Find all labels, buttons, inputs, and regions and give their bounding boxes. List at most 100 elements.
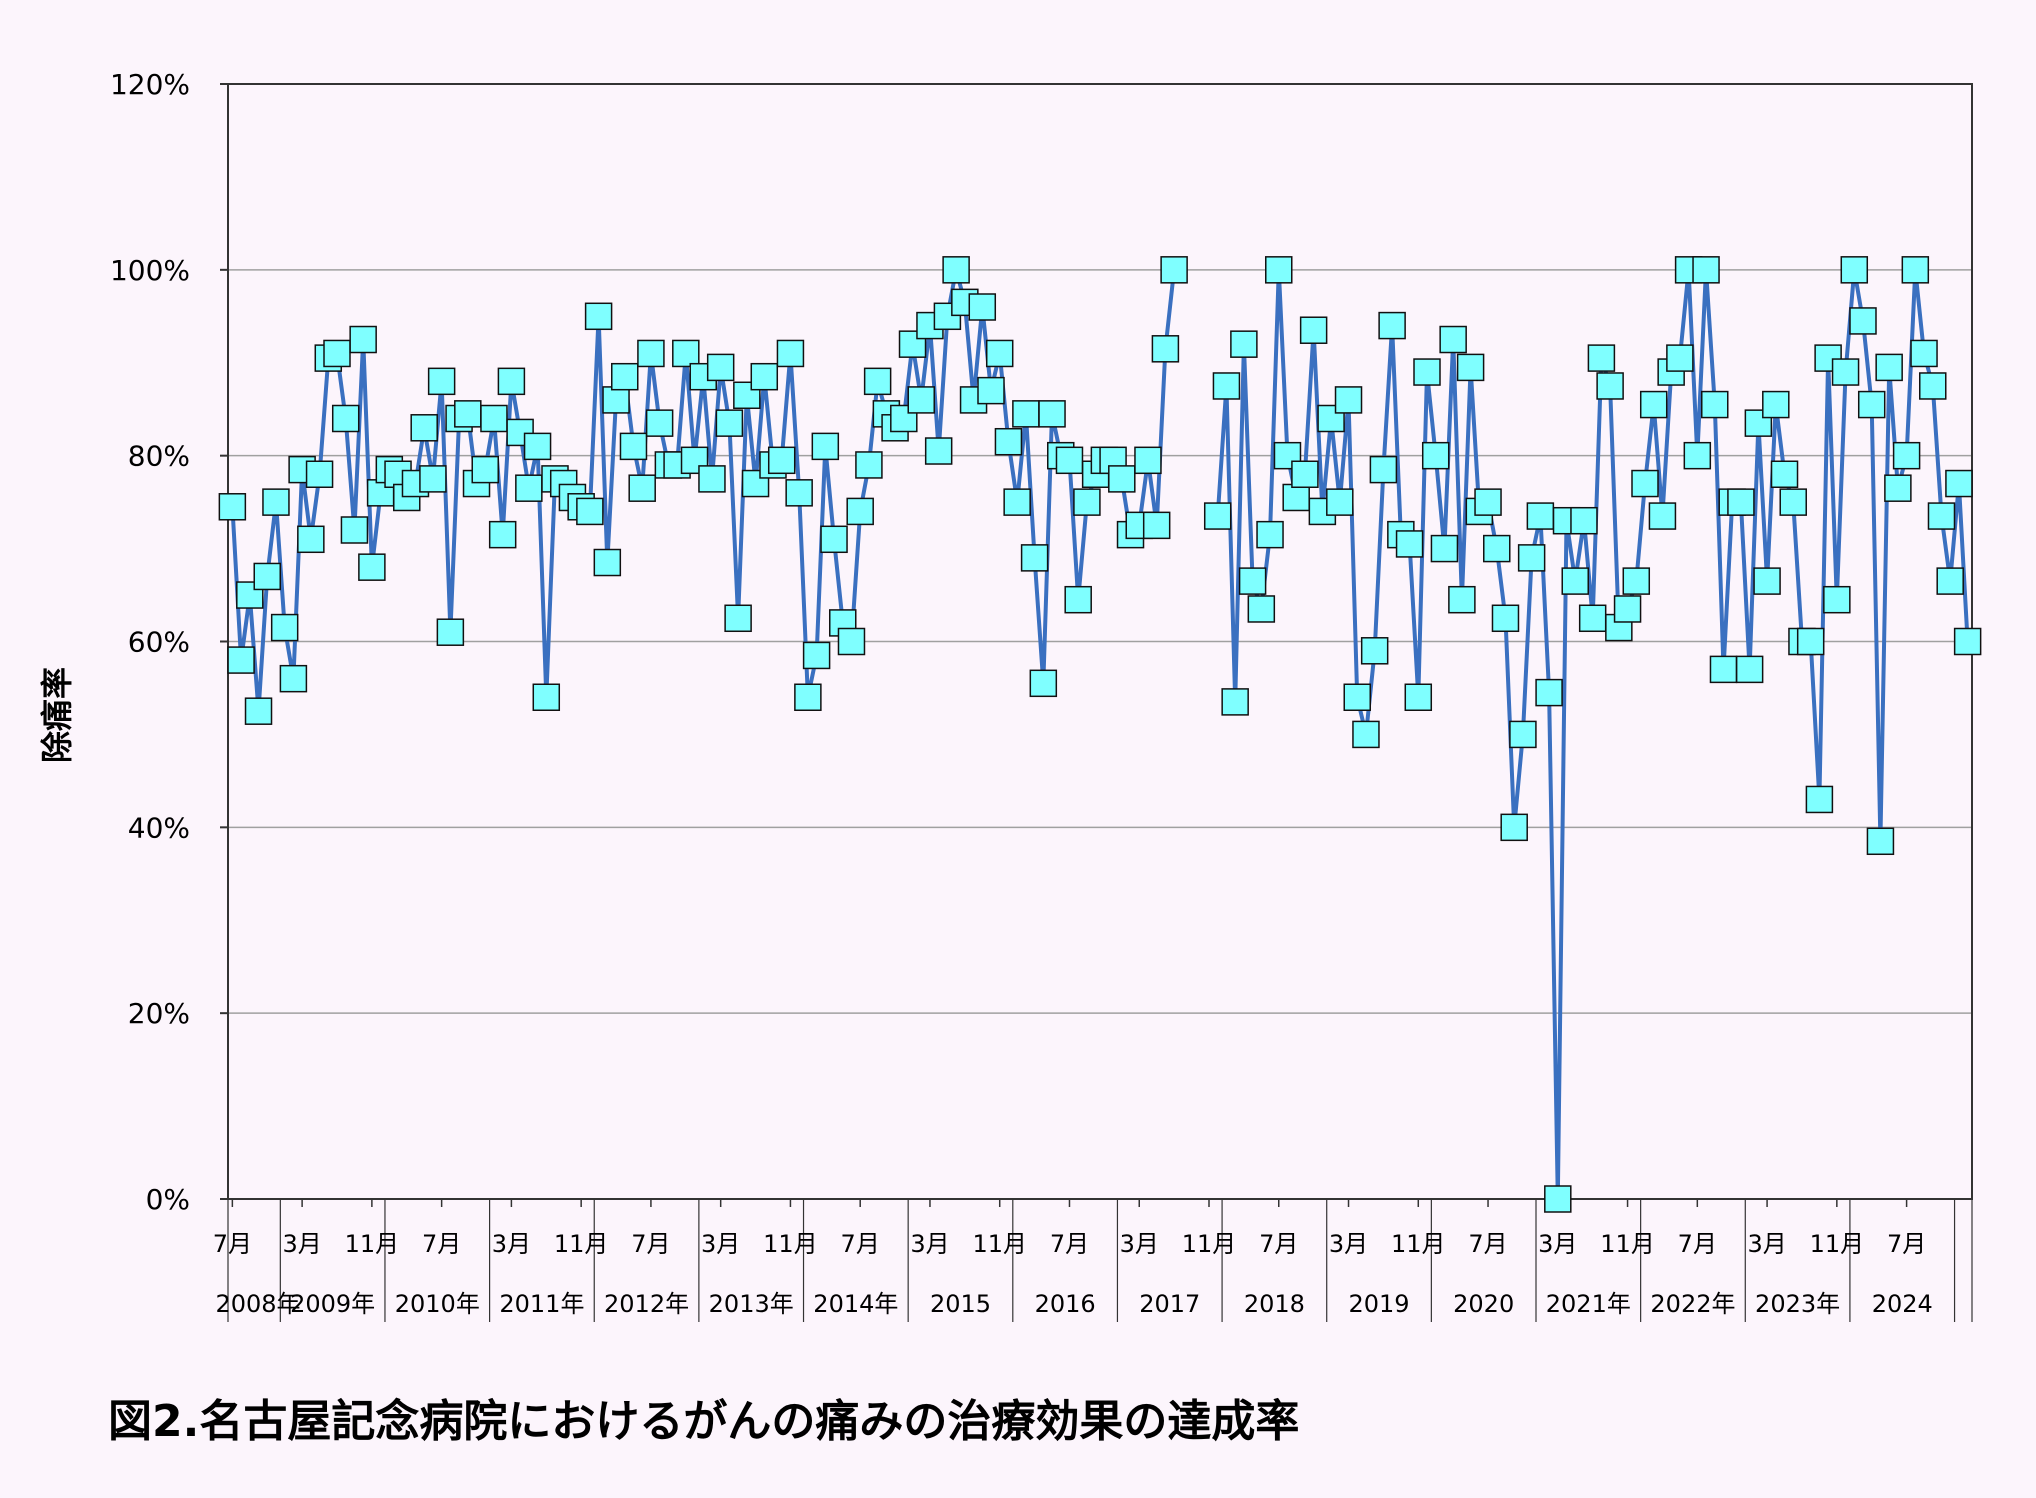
data-point — [924, 437, 953, 465]
data-point — [1683, 441, 1712, 470]
data-point — [305, 460, 334, 488]
data-point — [436, 618, 465, 646]
x-year-label: 2009年 — [290, 1290, 375, 1318]
data-point — [1953, 627, 1982, 656]
x-year-label: 2024 — [1872, 1290, 1933, 1318]
x-month-label: 7月 — [1678, 1230, 1717, 1258]
x-year-label: 2013年 — [709, 1290, 794, 1318]
x-month-label: 11月 — [972, 1230, 1027, 1258]
y-tick-label: 120% — [110, 68, 190, 101]
y-tick-label: 0% — [146, 1183, 190, 1216]
data-point — [1483, 534, 1511, 563]
data-point — [1334, 386, 1363, 414]
data-point — [1622, 567, 1651, 595]
data-point — [1029, 669, 1058, 698]
x-month-label: 7月 — [841, 1230, 880, 1258]
y-tick-label: 20% — [128, 997, 190, 1030]
data-point — [1500, 813, 1528, 842]
x-month-label: 11月 — [763, 1230, 818, 1258]
data-point — [1326, 488, 1354, 516]
x-month-label: 3月 — [910, 1230, 949, 1258]
data-point — [785, 479, 813, 507]
data-point — [1692, 256, 1720, 284]
data-point — [1430, 534, 1459, 563]
x-month-label: 3月 — [492, 1230, 531, 1258]
figure-caption: 図2.名古屋記念病院におけるがんの痛みの治療効果の達成率 — [108, 1396, 1300, 1447]
x-year-label: 2021年 — [1546, 1290, 1631, 1318]
data-point — [1064, 585, 1092, 614]
data-point — [1857, 390, 1886, 419]
data-point — [227, 646, 255, 674]
data-point — [1134, 446, 1162, 475]
y-axis: 0% 20% 40% 60% 80% 100% 120% — [110, 68, 228, 1216]
data-point — [855, 451, 883, 479]
x-year-label: 2017 — [1139, 1290, 1200, 1318]
data-point — [1203, 502, 1232, 530]
data-point — [454, 400, 482, 428]
x-month-label: 11月 — [1600, 1230, 1655, 1258]
x-year-label: 2020 — [1453, 1290, 1514, 1318]
data-point — [506, 418, 534, 447]
x-year-label: 2016 — [1035, 1290, 1096, 1318]
data-point — [1927, 502, 1956, 530]
data-point — [619, 432, 648, 461]
x-year-label: 2018 — [1244, 1290, 1305, 1318]
data-point — [985, 339, 1014, 368]
data-point — [637, 339, 665, 368]
data-point — [837, 627, 866, 656]
data-point — [584, 302, 613, 331]
data-point — [1360, 637, 1389, 665]
data-point — [1561, 567, 1589, 595]
data-point — [1875, 353, 1903, 382]
data-point — [1404, 683, 1433, 711]
data-point — [1892, 441, 1921, 470]
data-point — [1701, 390, 1729, 419]
data-point — [907, 386, 935, 414]
data-point — [1613, 595, 1642, 623]
y-axis-label: 除痛率 — [38, 667, 76, 763]
data-point — [942, 256, 970, 284]
x-axis: 7月 3月 11月 7月 3月 11月 7月 3月 11月 7月 3月 11月 7月 3月 11月 7月 3月 1… — [213, 1199, 1973, 1322]
x-year-label: 2010年 — [395, 1290, 480, 1318]
data-point — [1073, 488, 1101, 516]
x-month-label: 3月 — [701, 1230, 740, 1258]
data-point — [1919, 372, 1947, 400]
data-point — [1352, 720, 1380, 749]
data-point — [724, 604, 752, 633]
x-month-label: 11月 — [345, 1230, 400, 1258]
data-point — [706, 353, 735, 382]
data-point — [1831, 358, 1860, 386]
data-point — [1648, 502, 1677, 530]
x-month-label: 11月 — [1810, 1230, 1865, 1258]
x-month-label: 7月 — [631, 1230, 670, 1258]
x-year-label: 2022年 — [1650, 1290, 1735, 1318]
y-tick-label: 60% — [128, 626, 190, 659]
data-point — [1901, 256, 1930, 284]
data-point — [1012, 400, 1040, 428]
data-point — [968, 293, 997, 321]
data-point — [1439, 325, 1467, 354]
data-point — [532, 683, 561, 711]
x-month-label: 7月 — [213, 1230, 252, 1258]
data-point — [1221, 688, 1249, 716]
data-point — [1108, 465, 1136, 493]
data-point — [1727, 488, 1755, 516]
data-point — [523, 432, 552, 461]
data-point — [576, 497, 604, 526]
data-point — [1570, 506, 1598, 535]
data-point — [253, 562, 281, 591]
data-point — [1753, 567, 1781, 595]
data-point — [776, 339, 805, 368]
x-month-label: 3月 — [1538, 1230, 1577, 1258]
data-point — [1544, 1185, 1572, 1213]
data-point — [262, 488, 290, 516]
data-point — [1631, 469, 1659, 498]
data-point — [611, 362, 639, 391]
data-point — [1142, 511, 1171, 540]
data-point — [1020, 544, 1049, 572]
data-point — [340, 516, 369, 544]
data-point — [933, 302, 962, 331]
data-point — [1378, 311, 1406, 340]
data-point — [1735, 655, 1764, 684]
